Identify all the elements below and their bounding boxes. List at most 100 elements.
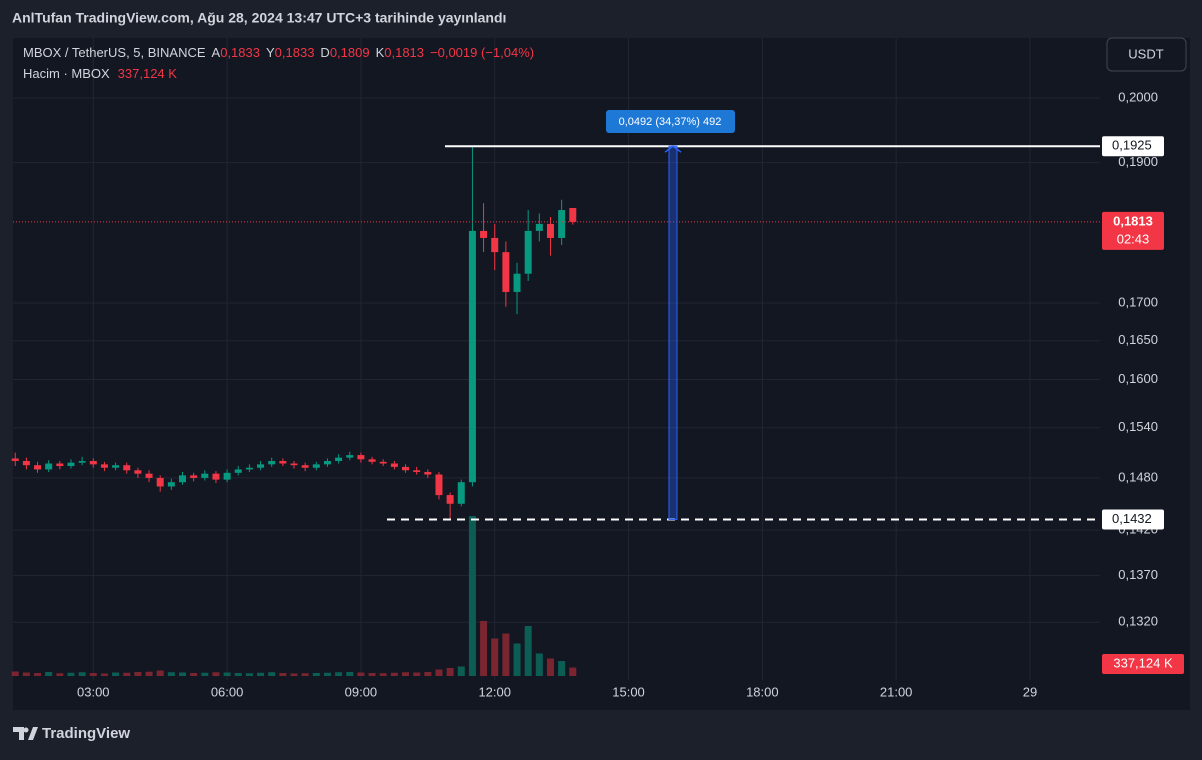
volume-bar [167,672,175,676]
volume-bar [558,661,566,676]
candle-body [379,461,387,464]
volume-bar [234,673,242,676]
volume-bar [156,670,164,676]
volume-bar [22,672,30,676]
candle-body [156,477,164,487]
x-tick-label: 09:00 [345,684,378,699]
legend-change: −0,0019 (−1,04%) [430,45,534,60]
candle-body [457,482,465,504]
legend-close-key: K [376,45,385,60]
current-price-tag [1102,211,1164,250]
footer-brand: TradingView [42,725,130,742]
candle-body [312,464,320,468]
volume-bar [335,672,343,676]
countdown: 02:43 [1117,231,1150,246]
candle-body [112,465,120,468]
candle-body [535,223,543,231]
candle-body [190,475,198,478]
candle-body [134,470,142,474]
volume-bar [413,672,421,676]
volume-bar [245,673,253,676]
chart-area [13,38,1190,710]
volume-bar [424,672,432,676]
candle-body [89,460,97,465]
measure-label-box [606,110,735,133]
volume-bar [201,672,209,676]
candle-body [301,465,309,468]
volume-bar [190,673,198,676]
candle-body [279,460,287,464]
measure-arrow [668,145,678,521]
candle-body [546,223,554,238]
currency-button[interactable] [1106,37,1187,72]
volume-bar [89,673,97,676]
legend-low-key: D [320,45,329,60]
volume-tag-label: 337,124 K [1113,655,1173,670]
x-tick-label: 03:00 [77,684,110,699]
measure-label: 0,0492 (34,37%) 492 [619,116,722,128]
candle-body [223,472,231,480]
volume-bar [346,672,354,676]
legend-line: MBOX / TetherUS, 5, BINANCE A0,1833 Y0,183… [23,45,534,60]
measure-low-label: 0,1432 [1112,511,1152,526]
y-tick-label: 0,1480 [1118,469,1158,484]
volume-bar [546,658,554,676]
volume-bar [100,673,108,676]
volume-bar [402,672,410,676]
candle-body [368,459,376,462]
legend-symbol: MBOX / TetherUS, 5, BINANCE [23,45,206,60]
candle-body [446,495,454,504]
legend-high-key: Y [266,45,275,60]
measure-high-label: 0,1925 [1112,138,1152,153]
candle-body [468,230,476,483]
y-tick-label: 0,1600 [1118,371,1158,386]
candle-body [212,473,220,480]
volume-bar [223,672,231,676]
y-tick-label: 0,1540 [1118,419,1158,434]
volume-bar [212,672,220,676]
candle-body [558,210,566,238]
volume-bar [524,626,532,676]
volume-bar [535,653,543,676]
candle-body [56,463,64,467]
x-tick-label: 18:00 [746,684,779,699]
volume-bar [145,671,153,676]
volume-bar [468,516,476,676]
legend-close: 0,1813 [384,45,424,60]
candle-body [357,455,365,460]
volume-bar [11,671,19,676]
candle-body [502,252,510,292]
volume-bar [569,667,577,676]
candle-body [290,463,298,466]
volume-bar [123,672,131,676]
volume-bar [56,673,64,676]
legend-high: 0,1833 [275,45,315,60]
volume-bar [357,672,365,676]
y-tick-label: 0,1900 [1118,154,1158,169]
candle-body [513,273,521,292]
candle-body [413,470,421,472]
measure-arrow-head [664,145,682,153]
y-tick-label: 0,2000 [1118,89,1158,104]
candle-body [45,463,53,470]
volume-bar [435,669,443,676]
measure-low-tag [1102,509,1164,530]
candle-body [491,237,499,253]
volume-bar [323,672,331,676]
x-tick-label: 12:00 [478,684,511,699]
volume-bar [480,621,488,676]
y-tick-label: 0,1320 [1118,614,1158,629]
volume-bar [134,672,142,676]
candle-body [402,466,410,471]
candle-body [201,473,209,478]
candle-body [390,463,398,467]
volume-bar [513,643,521,676]
volume-legend-name: Hacim · MBOX [23,66,110,81]
volume-tag [1102,654,1184,674]
volume-bar [502,633,510,676]
volume-bar [312,673,320,676]
candle-body [435,474,443,496]
volume-bar [290,673,298,676]
volume-bar [112,672,120,676]
currency-label[interactable]: USDT [1128,46,1163,61]
